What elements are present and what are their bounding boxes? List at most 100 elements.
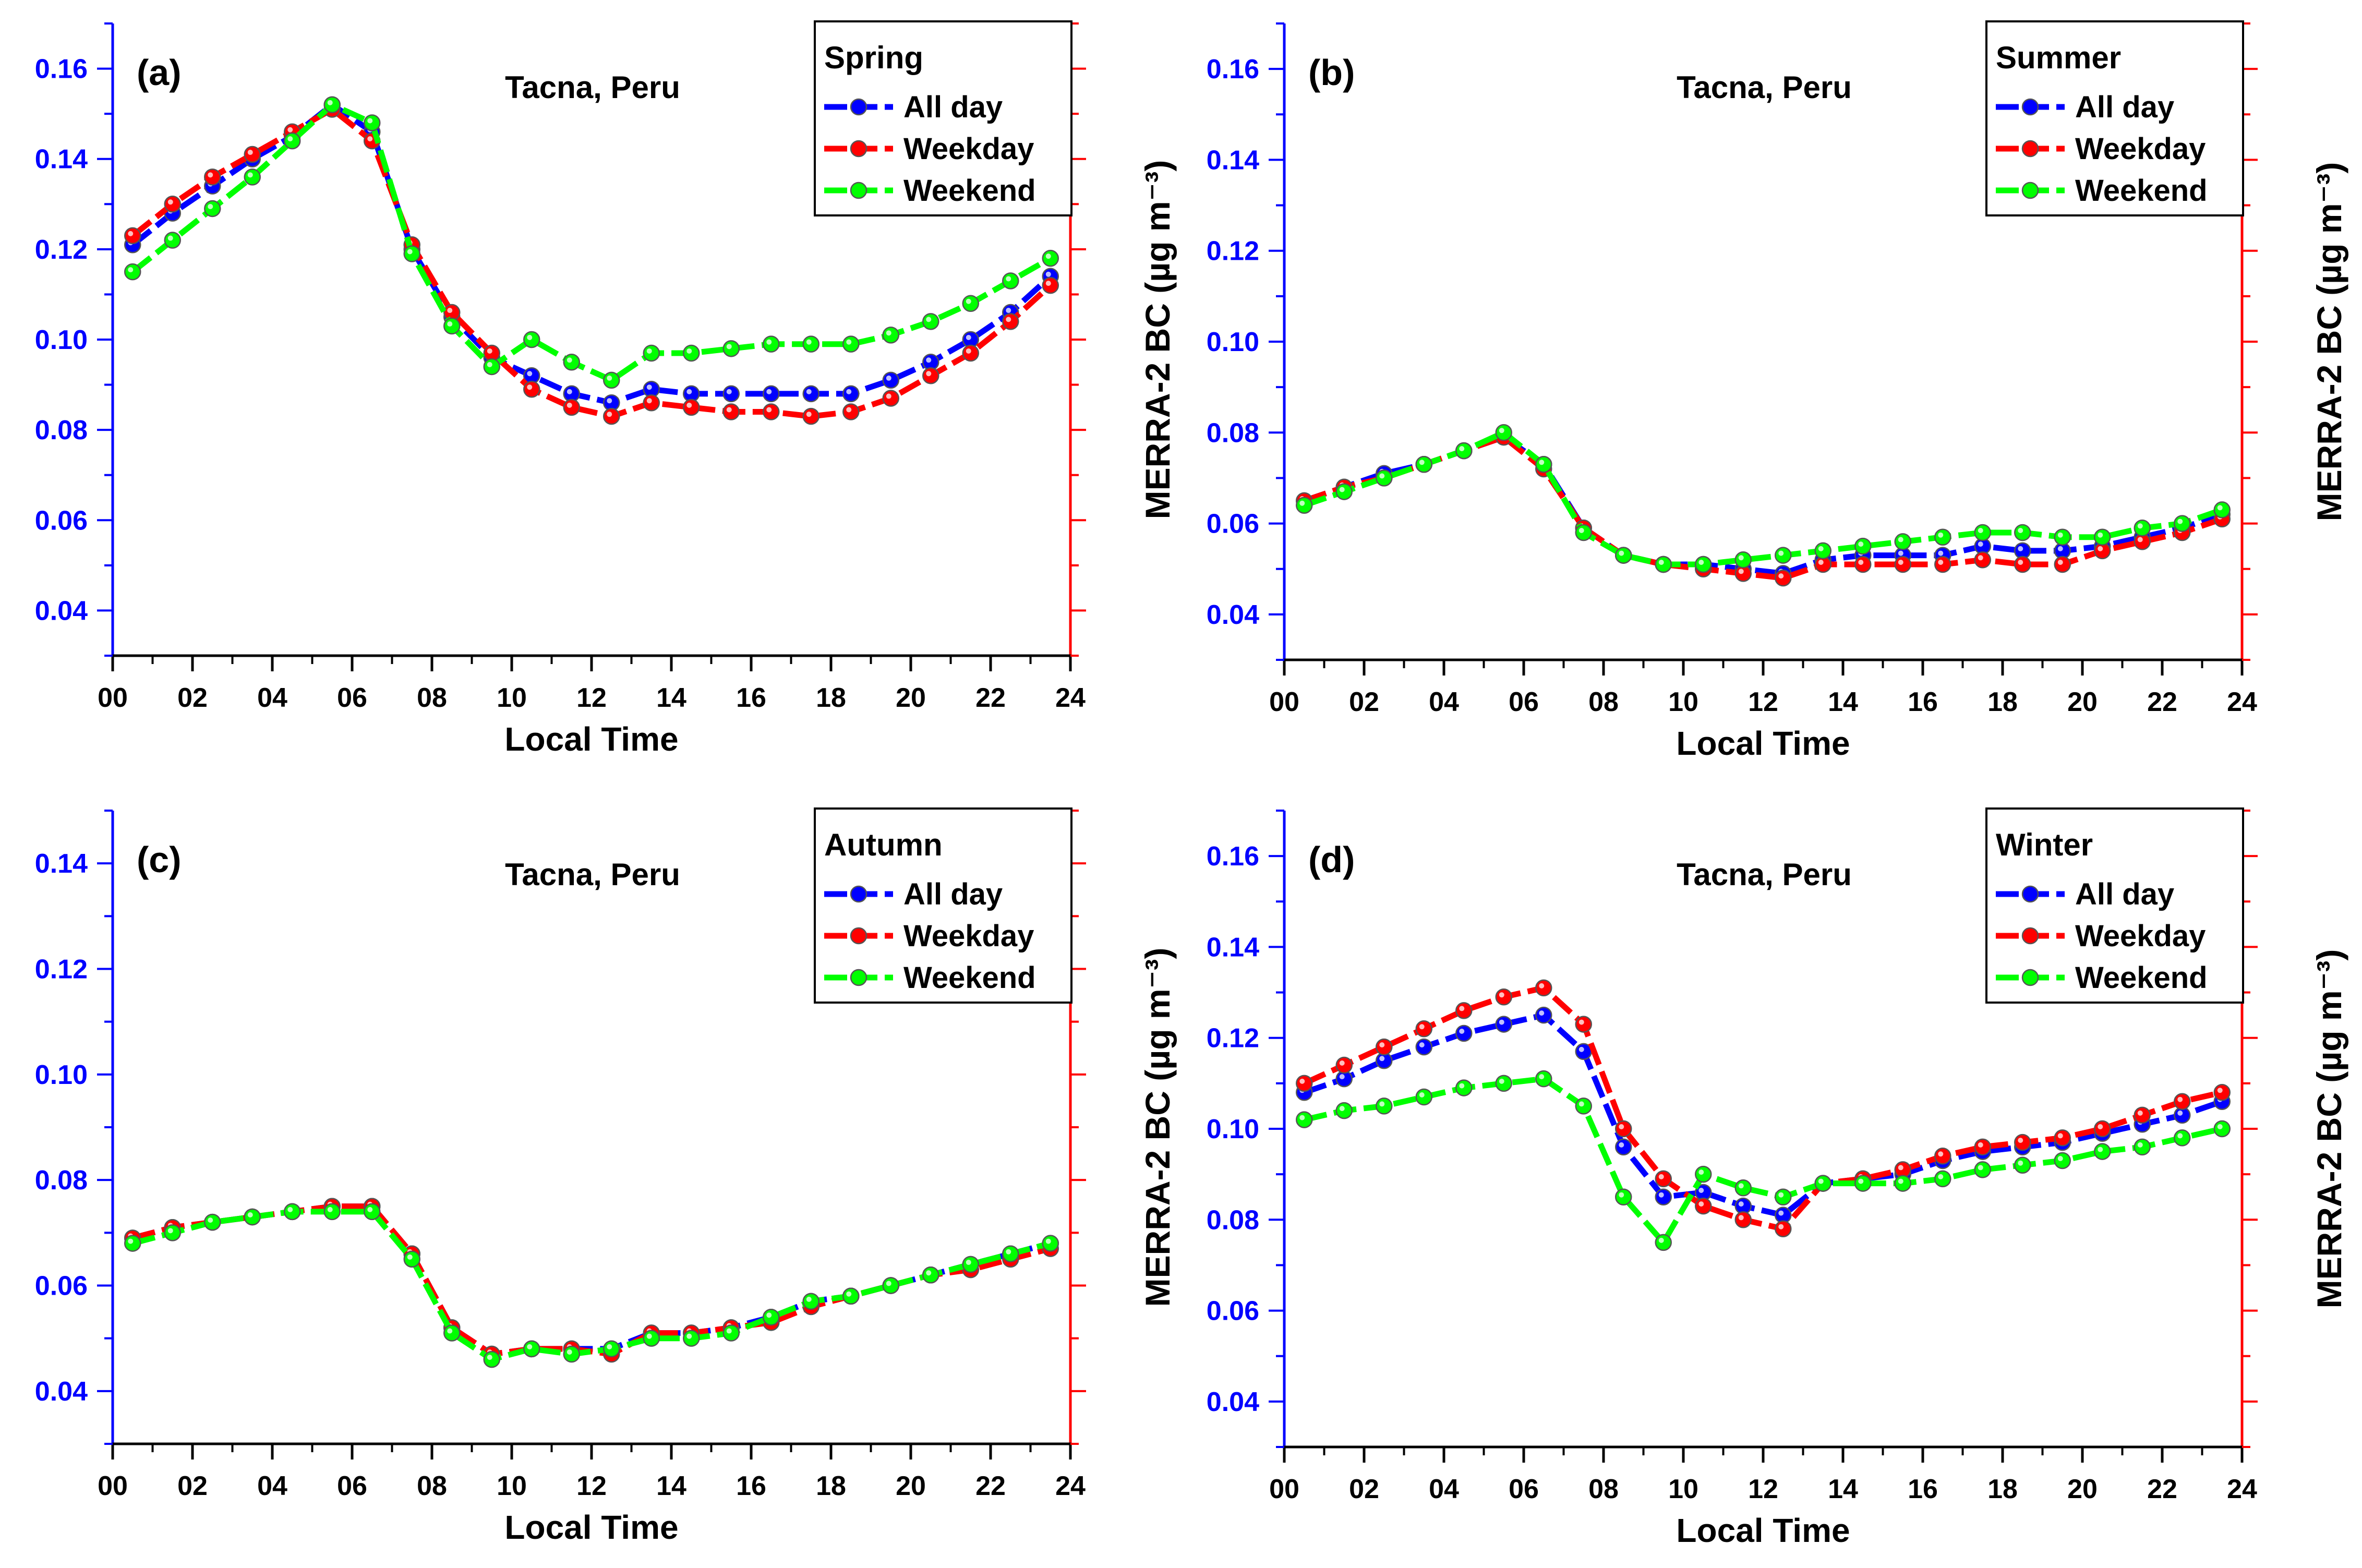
data-point [164, 196, 181, 213]
data-point [1814, 542, 1831, 560]
data-point [164, 232, 181, 249]
data-point-highlight [2217, 1124, 2223, 1129]
legend: Autumn All day Weekday Weekend [814, 807, 1072, 1004]
data-point [563, 399, 580, 416]
x-tick-label: 06 [1509, 687, 1539, 717]
data-point-highlight [766, 1312, 772, 1318]
data-point [1415, 1088, 1432, 1106]
data-point-highlight [806, 412, 812, 417]
x-tick-label: 06 [337, 683, 367, 713]
series-line [1303, 429, 2223, 568]
data-point [2134, 1138, 2151, 1156]
y-tick-label: 0.10 [35, 325, 88, 355]
data-point-highlight [2057, 546, 2063, 551]
data-point-highlight [726, 344, 732, 349]
data-point-highlight [1778, 550, 1784, 556]
data-point [1376, 1038, 1393, 1056]
x-tick-label: 14 [1828, 687, 1858, 717]
data-point-highlight [886, 393, 891, 399]
panel-label: (c) [137, 839, 182, 880]
data-point-highlight [1578, 1046, 1584, 1052]
data-point [1495, 424, 1512, 441]
x-tick-label: 14 [656, 683, 686, 713]
data-point [643, 344, 660, 362]
data-point [842, 403, 860, 420]
data-point [1415, 456, 1432, 473]
data-point-highlight [1738, 1201, 1744, 1207]
data-point-highlight [1299, 1115, 1305, 1120]
x-tick-label: 18 [816, 1471, 846, 1501]
data-point-highlight [208, 203, 213, 209]
y-tick-label: 0.08 [35, 415, 88, 445]
y-tick-label: 0.14 [1207, 932, 1259, 962]
data-point-highlight [607, 1344, 612, 1349]
data-point [1934, 528, 1951, 546]
data-point-highlight [487, 348, 492, 354]
data-point-highlight [1459, 1029, 1465, 1034]
data-point [603, 407, 620, 425]
data-point-highlight [527, 335, 533, 340]
x-tick-label: 10 [497, 1471, 527, 1501]
data-point-highlight [1858, 541, 1864, 547]
data-point-highlight [1339, 487, 1345, 492]
data-point [1455, 1079, 1473, 1096]
data-point-highlight [806, 389, 812, 394]
legend-swatch-marker [850, 182, 867, 199]
data-point [563, 1345, 580, 1363]
x-tick-label: 22 [2147, 1474, 2177, 1504]
y-tick-label: 0.14 [35, 849, 88, 879]
y-tick-label: 0.12 [1207, 1023, 1259, 1054]
data-point [244, 146, 261, 163]
data-point [1002, 272, 1019, 290]
x-axis-title: Local Time [1676, 725, 1850, 762]
data-point [1495, 988, 1512, 1006]
chart-panel-d: 00 02 04 06 08 10 12 14 16 18 20 22 24 0.04 0.06 0.08 0.… [1207, 807, 2348, 1549]
series-weekend [124, 1203, 1059, 1368]
series-weekend [124, 96, 1059, 389]
data-point-highlight [287, 1207, 293, 1212]
data-point-highlight [1938, 532, 1944, 538]
data-point [962, 344, 979, 362]
legend-box [814, 20, 1072, 216]
data-point [2014, 524, 2031, 541]
data-point-highlight [1978, 541, 1983, 547]
data-point-highlight [1978, 528, 1983, 533]
data-point-highlight [567, 389, 572, 394]
data-point-highlight [926, 317, 932, 322]
data-point [763, 403, 780, 420]
data-point-highlight [726, 389, 732, 394]
y-tick-label: 0.16 [35, 54, 88, 85]
data-point [2213, 1120, 2231, 1138]
data-point [1974, 1138, 1991, 1156]
y-tick-label: 0.12 [35, 235, 88, 265]
data-point [204, 200, 221, 218]
data-point [1296, 1111, 1313, 1128]
data-point [1974, 1161, 1991, 1178]
data-point-highlight [1379, 1042, 1385, 1048]
data-point [1535, 456, 1552, 473]
legend-swatch-marker [850, 98, 867, 116]
data-point-highlight [726, 407, 732, 413]
data-point [1455, 1002, 1473, 1019]
legend-swatch-marker [2021, 885, 2039, 903]
data-point [722, 385, 740, 403]
legend-entry-label: Weekend [903, 961, 1036, 995]
data-point-highlight [567, 402, 572, 408]
data-point [244, 1208, 261, 1226]
data-point-highlight [646, 1333, 652, 1339]
data-point-highlight [2177, 518, 2183, 524]
data-point [563, 354, 580, 371]
data-point [802, 385, 820, 403]
data-point [1655, 1170, 1672, 1188]
data-point-highlight [766, 389, 772, 394]
data-point [323, 1203, 341, 1221]
data-point [1934, 1170, 1951, 1188]
data-point [1974, 524, 1991, 541]
data-point-highlight [1698, 1188, 1704, 1193]
data-point-highlight [2057, 560, 2063, 565]
x-tick-label: 10 [497, 683, 527, 713]
data-point [124, 1235, 141, 1252]
data-point-highlight [128, 231, 134, 236]
data-point-highlight [1818, 560, 1824, 565]
data-point-highlight [1006, 276, 1011, 282]
